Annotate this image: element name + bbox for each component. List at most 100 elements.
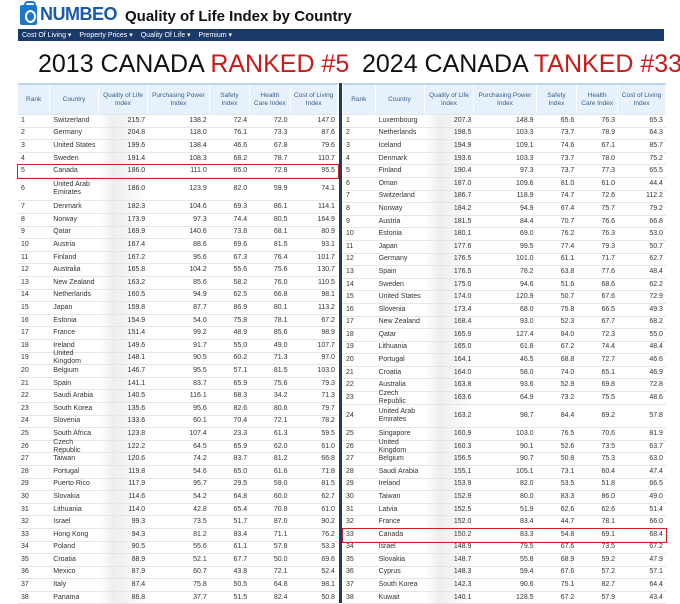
- cell-quality-of-life: 119.8: [98, 465, 149, 478]
- cell-purchasing-power: 90.5: [193, 354, 207, 362]
- column-header-quality-of-life[interactable]: Quality of Life Index: [99, 85, 149, 114]
- cell-health-care: 76.4: [273, 253, 288, 261]
- cell-country: Switzerland: [378, 192, 415, 200]
- cell-country: Luxembourg: [378, 116, 418, 124]
- cell-cost-of-living: 71.3: [321, 392, 335, 400]
- cell-safety: 73.8: [233, 228, 248, 236]
- cell-country: Belgium: [53, 366, 79, 374]
- cell-country: Cyprus: [378, 568, 401, 576]
- heading-2013-red: RANKED #5: [210, 50, 350, 78]
- cell-purchasing-power: 138.4: [189, 141, 207, 149]
- nav-property-prices[interactable]: Property Prices ▾: [79, 32, 133, 39]
- nav-cost-of-living[interactable]: Cost Of Living ▾: [22, 32, 72, 39]
- cell-country: Saudi Arabia: [378, 467, 419, 475]
- cell-country: Portugal: [53, 467, 80, 475]
- column-header-health-care[interactable]: Health Care Index: [250, 85, 291, 114]
- column-header-purchasing-power[interactable]: Purchasing Power Index: [148, 85, 210, 114]
- cell-country: Spain: [53, 379, 72, 387]
- cell-health-care: 73.5: [601, 543, 616, 551]
- cell-purchasing-power: 128.5: [516, 593, 534, 601]
- column-header-rank[interactable]: Rank: [18, 85, 51, 114]
- cell-country: Qatar: [378, 330, 397, 338]
- cell-cost-of-living: 67.2: [321, 316, 335, 324]
- table-row: 12 Australia 165.8 104.2 55.6 75.6 130.7: [18, 264, 338, 278]
- cell-rank: 23: [346, 393, 354, 401]
- column-header-quality-of-life[interactable]: Quality of Life Index: [425, 85, 475, 114]
- table-row: 16 Slovenia 173.4 68.0 75.8 66.5 49.3: [343, 303, 666, 317]
- nav-quality-of-life[interactable]: Quality Of Life ▾: [140, 32, 191, 39]
- cell-quality-of-life: 176.5: [424, 253, 475, 266]
- cell-health-care: 49.0: [273, 341, 288, 349]
- table-row: 21 Spain 141.1 83.7 65.9 75.6 79.3: [18, 377, 338, 391]
- cell-rank: 3: [346, 141, 350, 149]
- cell-cost-of-living: 98.1: [321, 291, 335, 299]
- cell-health-care: 57.8: [273, 543, 288, 551]
- cell-country: Canada: [378, 530, 404, 538]
- cell-cost-of-living: 63.0: [649, 455, 663, 463]
- cell-quality-of-life: 149.6: [98, 340, 149, 352]
- column-header-safety[interactable]: Safety Index: [210, 85, 251, 114]
- cell-safety: 82.6: [233, 404, 248, 412]
- cell-country: Croatia: [378, 368, 402, 376]
- column-header-cost-of-living[interactable]: Cost of Living Index: [618, 85, 666, 114]
- numbeo-logo[interactable]: NUMBEO: [20, 0, 118, 25]
- cell-country: Japan: [378, 242, 398, 250]
- nav-premium[interactable]: Premium ▾: [198, 32, 233, 39]
- cell-country: Kuwait: [378, 593, 400, 601]
- column-header-country[interactable]: Country: [50, 85, 99, 114]
- column-header-rank[interactable]: Rank: [343, 85, 376, 114]
- column-header-country[interactable]: Country: [376, 85, 425, 114]
- column-header-purchasing-power[interactable]: Purchasing Power Index: [474, 85, 537, 114]
- cell-safety: 73.2: [560, 393, 575, 401]
- cell-quality-of-life: 163.6: [424, 392, 475, 404]
- cell-country: Spain: [378, 267, 397, 275]
- cell-cost-of-living: 71.8: [321, 467, 335, 475]
- cell-purchasing-power: 90.1: [519, 442, 534, 450]
- cell-country: Denmark: [378, 154, 407, 162]
- column-header-cost-of-living[interactable]: Cost of Living Index: [291, 85, 338, 114]
- cell-quality-of-life: 155.1: [424, 465, 475, 478]
- cell-purchasing-power: 105.1: [516, 467, 534, 475]
- column-header-safety[interactable]: Safety Index: [537, 85, 578, 114]
- cell-purchasing-power: 42.8: [193, 505, 207, 513]
- cell-cost-of-living: 97.0: [321, 354, 335, 362]
- cell-rank: 32: [346, 518, 354, 526]
- cell-quality-of-life: 159.8: [98, 302, 149, 314]
- cell-cost-of-living: 81.9: [649, 429, 663, 437]
- cell-rank: 14: [21, 291, 29, 299]
- cell-purchasing-power: 54.2: [193, 492, 207, 500]
- cell-country: Slovenia: [378, 305, 406, 313]
- table-row: 30 Taiwan 152.9 80.0 83.3 86.0 49.0: [343, 491, 666, 504]
- cell-purchasing-power: 80.0: [519, 492, 534, 500]
- cell-health-care: 76.3: [601, 230, 616, 238]
- cell-country: Iceland: [378, 141, 402, 149]
- cell-quality-of-life: 140.1: [424, 591, 475, 604]
- cell-safety: 75.8: [233, 316, 248, 324]
- table-row: 15 Japan 159.8 87.7 86.9 80.1 113.2: [18, 302, 338, 315]
- cell-health-care: 73.3: [273, 129, 288, 137]
- table-row: 35 Croatia 88.9 52.1 67.7 50.0 69.6: [18, 554, 338, 567]
- cell-rank: 37: [21, 581, 29, 589]
- cell-country: Norway: [53, 215, 78, 223]
- cell-country: South Africa: [53, 429, 92, 437]
- column-header-health-care[interactable]: Health Care Index: [577, 85, 619, 114]
- cell-rank: 35: [21, 555, 29, 563]
- cell-cost-of-living: 55.0: [649, 330, 663, 338]
- table-row: 12 Germany 176.5 101.0 61.1 71.7 62.7: [343, 253, 666, 267]
- cell-country: Oman: [378, 179, 398, 187]
- cell-rank: 21: [346, 368, 354, 376]
- cell-purchasing-power: 138.2: [189, 116, 207, 124]
- cell-rank: 25: [21, 429, 29, 437]
- cell-rank: 12: [346, 255, 354, 263]
- cell-safety: 68.2: [233, 154, 248, 162]
- cell-purchasing-power: 104.6: [189, 203, 207, 211]
- cell-rank: 6: [346, 179, 350, 187]
- cell-cost-of-living: 79.6: [321, 141, 335, 149]
- cell-country: Belgium: [378, 455, 404, 463]
- cell-purchasing-power: 148.9: [516, 116, 534, 124]
- cell-safety: 70.7: [560, 217, 575, 225]
- cell-health-care: 72.7: [601, 356, 616, 364]
- cell-country: Saudi Arabia: [53, 392, 93, 400]
- cell-cost-of-living: 62.2: [649, 280, 663, 288]
- cell-purchasing-power: 69.0: [519, 230, 534, 238]
